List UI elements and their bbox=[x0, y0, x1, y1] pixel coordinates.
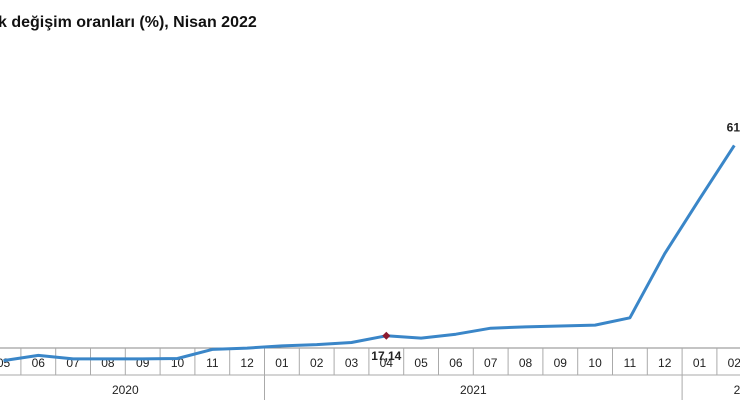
x-tick-label: 08 bbox=[519, 356, 533, 370]
x-tick-label: 11 bbox=[624, 356, 637, 370]
x-tick-label: 02 bbox=[310, 356, 324, 370]
x-tick-label: 06 bbox=[449, 356, 463, 370]
x-tick-label: 05 bbox=[414, 356, 428, 370]
x-tick-label: 02 bbox=[728, 356, 740, 370]
data-point-marker bbox=[382, 331, 391, 340]
x-tick-label: 06 bbox=[32, 356, 46, 370]
chart-title: k değişim oranları (%), Nisan 2022 bbox=[0, 14, 257, 31]
data-label: 17,14 bbox=[371, 349, 401, 363]
x-tick-label: 12 bbox=[240, 356, 254, 370]
x-tick-label: 01 bbox=[275, 356, 289, 370]
x-tick-label: 12 bbox=[658, 356, 672, 370]
x-tick-label: 10 bbox=[588, 356, 602, 370]
series-line bbox=[3, 144, 736, 363]
x-tick-label: 01 bbox=[693, 356, 707, 370]
x-tick-label: 05 bbox=[0, 356, 10, 370]
x-tick-label: 07 bbox=[484, 356, 498, 370]
year-label: 2020 bbox=[112, 383, 139, 397]
year-label: 2021 bbox=[460, 383, 487, 397]
x-tick-label: 09 bbox=[554, 356, 568, 370]
x-tick-label: 04 bbox=[380, 356, 394, 370]
year-label: 2 bbox=[734, 383, 740, 397]
x-tick-label: 11 bbox=[206, 356, 219, 370]
data-label: 61 bbox=[727, 120, 740, 134]
x-tick-label: 03 bbox=[345, 356, 359, 370]
